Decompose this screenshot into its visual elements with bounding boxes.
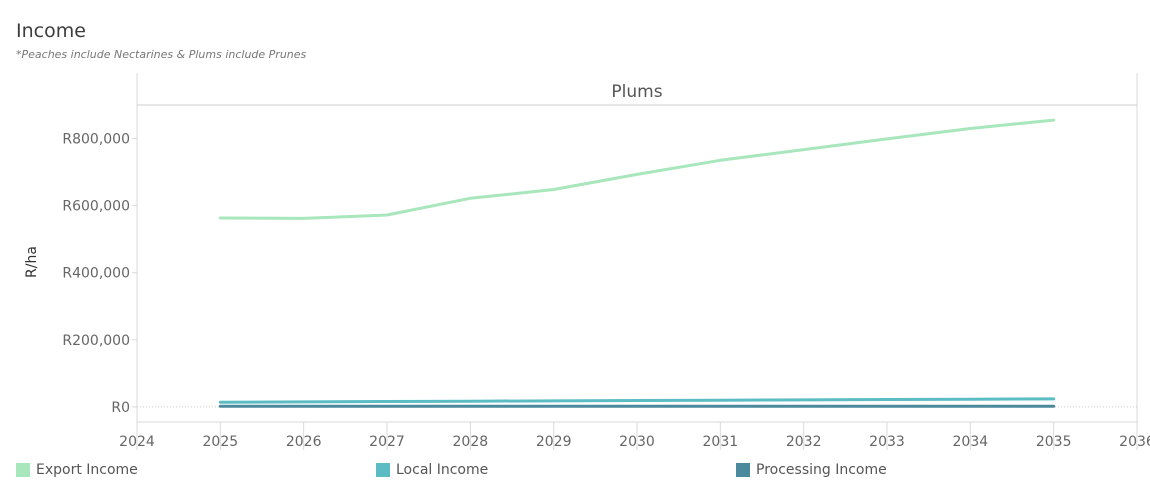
legend-item[interactable]: Local Income: [376, 462, 488, 478]
x-tick-label: 2027: [369, 434, 405, 450]
legend: Export Income Local Income Processing Inco…: [0, 462, 1150, 484]
x-tick-label: 2030: [619, 434, 655, 450]
legend-swatch: [736, 463, 750, 477]
x-tick-label: 2025: [203, 434, 239, 450]
x-tick-label: 2024: [119, 434, 155, 450]
x-tick-label: 2028: [453, 434, 489, 450]
page-subtitle: *Peaches include Nectarines & Plums incl…: [16, 48, 307, 61]
page-title: Income: [16, 20, 86, 42]
legend-item[interactable]: Processing Income: [736, 462, 887, 478]
y-tick-label: R0: [111, 400, 130, 416]
y-tick-label: R200,000: [62, 333, 130, 349]
x-tick-label: 2034: [953, 434, 989, 450]
legend-label: Local Income: [396, 462, 489, 478]
x-tick-label: 2032: [786, 434, 822, 450]
y-tick-label: R800,000: [62, 132, 130, 148]
x-tick-label: 2029: [536, 434, 572, 450]
x-tick-label: 2036: [1119, 434, 1150, 450]
legend-swatch: [376, 463, 390, 477]
panel-title: Plums: [611, 82, 662, 102]
legend-label: Export Income: [36, 462, 138, 478]
y-tick-label: R600,000: [62, 199, 130, 215]
legend-swatch: [16, 463, 30, 477]
legend-label: Processing Income: [756, 462, 887, 478]
legend-item[interactable]: Export Income: [16, 462, 138, 478]
x-tick-label: 2035: [1036, 434, 1072, 450]
y-tick-label: R400,000: [62, 266, 130, 282]
x-tick-label: 2026: [286, 434, 322, 450]
series-line-export-income: [218, 118, 1056, 220]
y-axis-label: R/ha: [24, 246, 40, 278]
series-line-local-income: [218, 397, 1056, 404]
x-tick-label: 2031: [703, 434, 739, 450]
x-tick-label: 2033: [869, 434, 905, 450]
income-line-chart: R/ha Plums R0 R200,000 R400,000 R600,000 R80…: [24, 73, 1150, 450]
